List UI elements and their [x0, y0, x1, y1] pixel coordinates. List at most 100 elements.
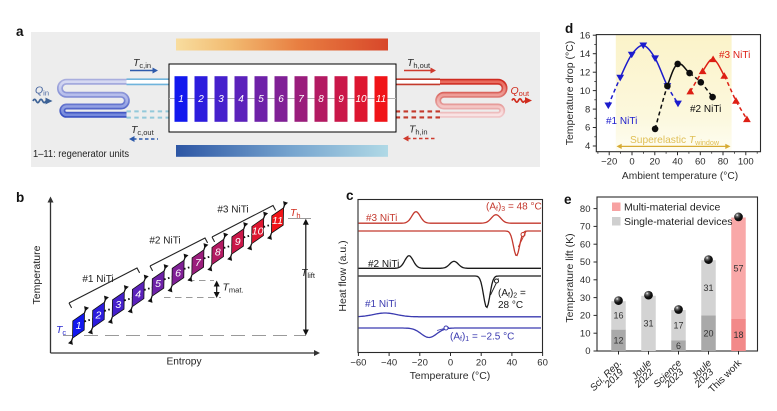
svg-text:#2 NiTi: #2 NiTi	[690, 104, 721, 115]
svg-text:6: 6	[676, 341, 681, 351]
svg-text:−60: −60	[350, 358, 366, 369]
svg-text:6: 6	[278, 94, 284, 105]
svg-text:80: 80	[718, 156, 729, 167]
svg-text:Superelastic Twindow: Superelastic Twindow	[630, 135, 720, 147]
svg-text:40: 40	[672, 156, 683, 167]
svg-text:31: 31	[703, 283, 713, 293]
svg-text:12: 12	[580, 67, 591, 78]
svg-text:16: 16	[580, 30, 591, 41]
svg-text:−20: −20	[601, 156, 617, 167]
svg-text:(Af)3 = 48 °C: (Af)3 = 48 °C	[486, 202, 542, 214]
svg-text:Temperature (°C): Temperature (°C)	[410, 370, 491, 382]
svg-text:60: 60	[580, 239, 591, 250]
svg-text:10: 10	[252, 226, 264, 238]
svg-text:Qin: Qin	[35, 85, 49, 98]
svg-text:31: 31	[643, 319, 653, 329]
svg-text:40: 40	[507, 358, 518, 369]
svg-text:Entropy: Entropy	[166, 357, 202, 368]
svg-text:9: 9	[338, 94, 344, 105]
svg-text:9: 9	[235, 236, 241, 248]
svg-text:18: 18	[733, 330, 743, 340]
svg-text:(Af)2 =: (Af)2 =	[498, 288, 526, 300]
svg-text:Tc: Tc	[56, 324, 66, 337]
svg-text:Tmat.: Tmat.	[223, 282, 244, 295]
svg-text:20: 20	[580, 311, 591, 322]
svg-text:10: 10	[355, 94, 367, 105]
svg-text:4: 4	[135, 289, 141, 301]
svg-text:#2 NiTi: #2 NiTi	[368, 259, 399, 270]
svg-text:20: 20	[476, 358, 487, 369]
svg-text:#1 NiTi: #1 NiTi	[606, 116, 637, 127]
svg-text:Ambient temperature (°C): Ambient temperature (°C)	[622, 171, 738, 182]
svg-text:−40: −40	[381, 358, 397, 369]
svg-text:Tc,out: Tc,out	[131, 124, 155, 137]
svg-text:Temperature drop (°C): Temperature drop (°C)	[564, 41, 576, 146]
svg-text:3: 3	[218, 94, 224, 105]
svg-text:Qout: Qout	[511, 85, 531, 98]
svg-text:Th,in: Th,in	[409, 124, 428, 137]
svg-text:(Af)1 = −2.5 °C: (Af)1 = −2.5 °C	[450, 332, 514, 344]
svg-text:4: 4	[585, 141, 590, 152]
svg-text:Single-material devices: Single-material devices	[624, 216, 733, 228]
svg-text:#2 NiTi: #2 NiTi	[149, 236, 180, 247]
svg-text:8: 8	[585, 104, 590, 115]
svg-text:−20: −20	[412, 358, 428, 369]
svg-text:11: 11	[376, 94, 386, 105]
svg-text:20: 20	[703, 328, 713, 338]
svg-text:100: 100	[738, 156, 754, 167]
svg-text:Multi-material device: Multi-material device	[624, 202, 720, 214]
svg-text:57: 57	[733, 263, 743, 273]
svg-text:12: 12	[613, 336, 623, 346]
svg-text:2: 2	[197, 94, 204, 105]
svg-text:Heat flow (a.u.): Heat flow (a.u.)	[337, 240, 349, 311]
svg-text:60: 60	[695, 156, 706, 167]
svg-text:2: 2	[94, 310, 101, 322]
svg-text:1: 1	[178, 94, 184, 105]
svg-text:7: 7	[298, 94, 304, 105]
svg-text:1: 1	[76, 320, 82, 332]
svg-text:80: 80	[580, 204, 591, 215]
svg-text:e: e	[564, 192, 572, 207]
svg-text:60: 60	[537, 358, 548, 369]
svg-text:3: 3	[115, 299, 121, 311]
svg-text:10: 10	[580, 328, 591, 339]
svg-text:14: 14	[580, 49, 591, 60]
svg-text:#1 NiTi: #1 NiTi	[365, 299, 396, 310]
svg-text:Th: Th	[290, 207, 301, 220]
svg-text:#1 NiTi: #1 NiTi	[82, 274, 113, 285]
svg-text:0: 0	[629, 156, 634, 167]
svg-text:30: 30	[580, 293, 591, 304]
svg-text:#3 NiTi: #3 NiTi	[719, 50, 750, 61]
svg-text:20: 20	[650, 156, 661, 167]
svg-text:a: a	[16, 24, 24, 39]
svg-text:#3 NiTi: #3 NiTi	[366, 213, 397, 224]
svg-text:#3 NiTi: #3 NiTi	[217, 205, 248, 216]
svg-text:d: d	[565, 21, 573, 36]
svg-text:5: 5	[155, 278, 161, 290]
svg-text:5: 5	[258, 94, 264, 105]
svg-text:b: b	[16, 190, 24, 205]
svg-text:40: 40	[580, 275, 591, 286]
svg-text:6: 6	[175, 268, 181, 280]
svg-text:8: 8	[215, 247, 221, 259]
svg-text:1–11: regenerator units: 1–11: regenerator units	[33, 149, 129, 160]
svg-text:16: 16	[613, 311, 623, 321]
svg-text:Th,out: Th,out	[407, 57, 431, 70]
svg-text:11: 11	[272, 215, 283, 227]
svg-text:17: 17	[673, 320, 683, 330]
svg-text:4: 4	[238, 94, 244, 105]
svg-text:Temperature lift (K): Temperature lift (K)	[564, 233, 576, 322]
svg-text:Tc,in: Tc,in	[133, 57, 151, 70]
svg-text:6: 6	[585, 123, 590, 134]
svg-text:70: 70	[580, 222, 591, 233]
svg-text:c: c	[346, 188, 354, 203]
svg-text:0: 0	[585, 346, 590, 357]
svg-text:8: 8	[318, 94, 324, 105]
svg-text:28 °C: 28 °C	[498, 300, 523, 311]
svg-text:10: 10	[580, 86, 591, 97]
svg-text:7: 7	[195, 257, 202, 269]
svg-text:0: 0	[448, 358, 453, 369]
svg-text:50: 50	[580, 257, 591, 268]
svg-text:Temperature: Temperature	[31, 245, 43, 304]
svg-text:Tlift: Tlift	[301, 267, 316, 280]
